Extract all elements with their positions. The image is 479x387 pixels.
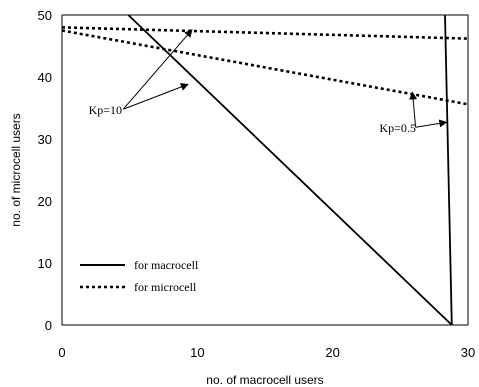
y-tick-label: 40 [38,70,52,85]
y-tick-label: 0 [45,318,52,333]
legend-label: for macrocell [134,258,199,272]
series-solid-kp10 [127,14,453,326]
annotation-arrow [409,91,418,128]
legend: for macrocell for microcell [80,258,199,294]
annotation-arrow [415,119,448,128]
x-tick-label: 0 [58,345,65,360]
legend-label: for microcell [134,280,197,294]
series-layer [61,14,469,326]
y-tick-label: 30 [38,132,52,147]
series-solid-kp05 [444,14,453,326]
x-axis-title: no. of macrocell users [206,373,323,387]
annotation-arrow [123,83,189,110]
series-dotted-kp05 [61,26,469,40]
annotation-label: Kp=0.5 [379,121,415,135]
annotations: Kp=10 Kp=0.5 [89,29,448,135]
y-tick-label: 20 [38,194,52,209]
series-dotted-kp10 [61,29,469,106]
annotation-label: Kp=10 [89,103,122,117]
x-tick-label: 10 [190,345,204,360]
y-tick-labels: 0 10 20 30 40 50 [38,8,52,333]
annotation-arrow [122,29,193,110]
x-tick-labels: 0 10 20 30 [58,345,475,360]
y-tick-label: 10 [38,256,52,271]
y-axis-title: no. of microcell users [9,113,23,226]
y-tick-label: 50 [38,8,52,23]
x-tick-label: 30 [461,345,475,360]
x-tick-label: 20 [325,345,339,360]
plot-area-frame [61,14,469,326]
